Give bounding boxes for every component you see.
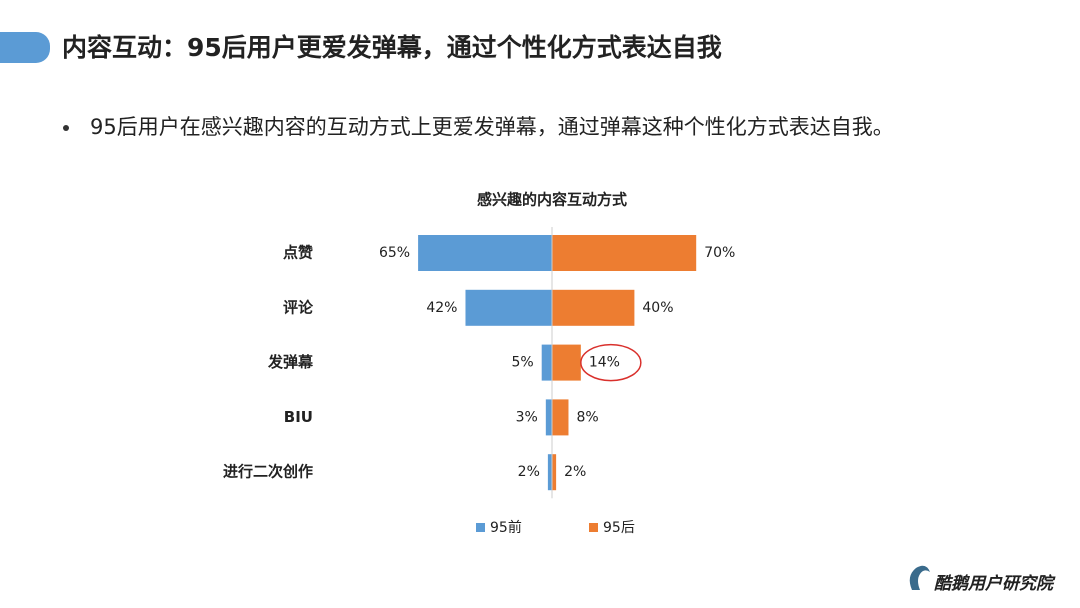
legend-label: 95后 <box>603 520 635 536</box>
logo-icon <box>909 565 930 590</box>
category-label: BIU <box>284 408 313 426</box>
category-label: 评论 <box>283 298 314 316</box>
value-label: 42% <box>426 300 457 316</box>
value-label: 70% <box>704 245 735 261</box>
category-label: 发弹幕 <box>267 353 314 371</box>
title-marker <box>0 32 50 63</box>
bar <box>552 344 581 381</box>
bullet-dot <box>63 125 69 131</box>
legend-swatch <box>589 523 598 532</box>
chart-title: 感兴趣的内容互动方式 <box>477 191 627 209</box>
value-label: 40% <box>642 300 673 316</box>
value-label: 2% <box>564 464 586 480</box>
slide-title: 内容互动：95后用户更爱发弹幕，通过个性化方式表达自我 <box>62 33 722 62</box>
bar <box>465 289 552 326</box>
highlight-circle <box>580 343 642 382</box>
bar <box>545 399 552 436</box>
legend-label: 95前 <box>490 519 522 536</box>
bar <box>552 399 569 436</box>
value-label: 65% <box>379 245 410 261</box>
bullet-text: 95后用户在感兴趣内容的互动方式上更爱发弹幕，通过弹幕这种个性化方式表达自我。 <box>90 115 894 139</box>
bar <box>552 235 697 271</box>
value-label: 5% <box>511 355 533 371</box>
category-label: 点赞 <box>283 244 313 262</box>
bar <box>552 289 635 326</box>
bar <box>552 454 557 491</box>
value-label: 2% <box>518 464 540 480</box>
value-label: 14% <box>589 355 620 371</box>
bar <box>418 235 552 271</box>
logo: 酷鹅用户研究院 <box>909 565 1056 594</box>
value-label: 3% <box>516 409 538 425</box>
logo-text: 酷鹅用户研究院 <box>934 574 1056 594</box>
bar <box>541 344 552 381</box>
value-label: 8% <box>576 409 598 425</box>
category-label: 进行二次创作 <box>223 463 313 481</box>
bar <box>547 454 552 491</box>
legend-swatch <box>476 523 485 532</box>
